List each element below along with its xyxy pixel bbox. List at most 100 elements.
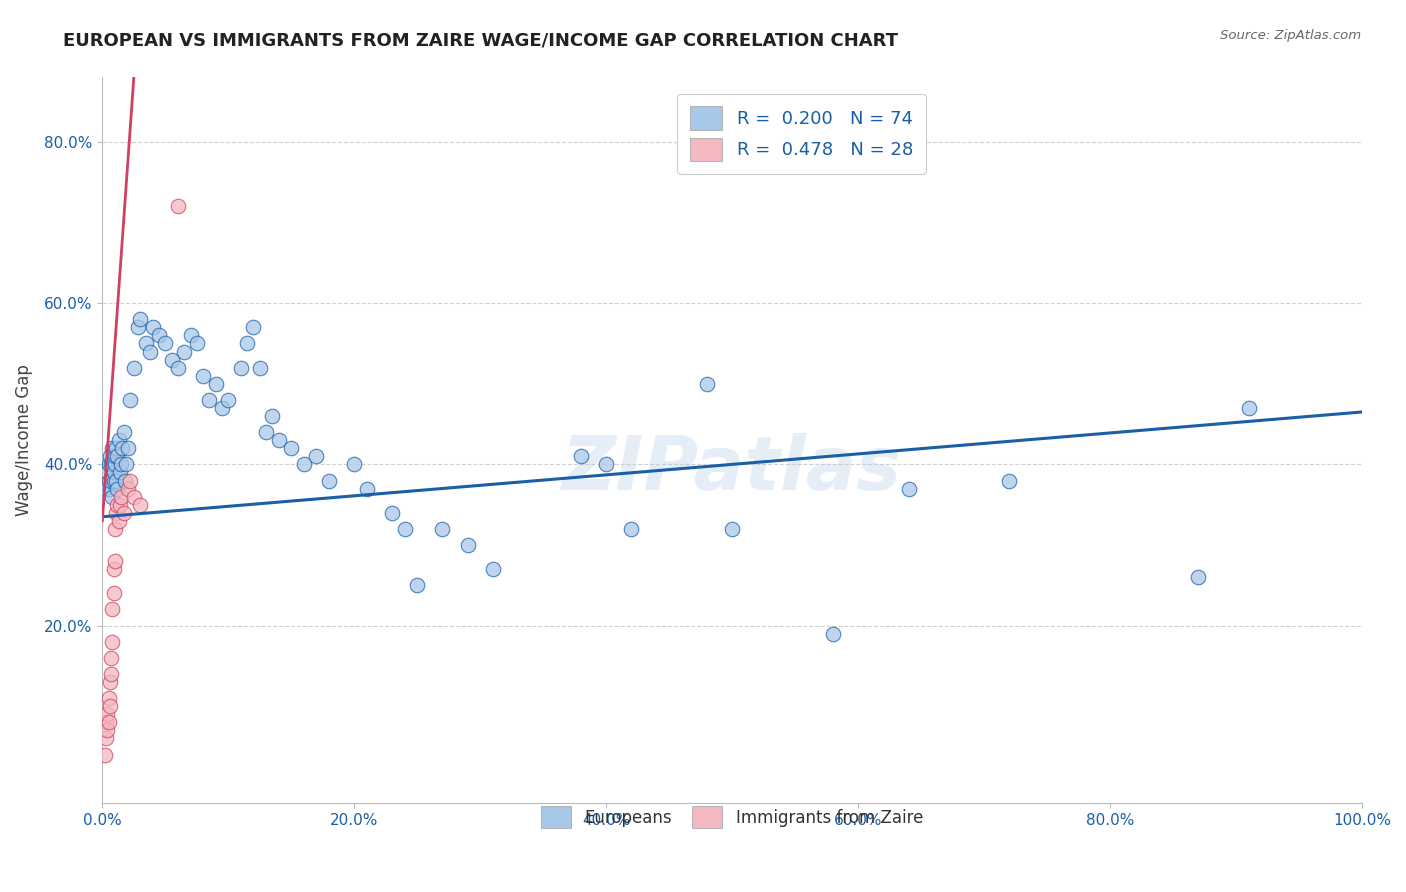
Point: [242, 320, 264, 334]
Point: [406, 578, 429, 592]
Point: [101, 602, 124, 616]
Point: [112, 425, 135, 439]
Point: [249, 360, 271, 375]
Point: [482, 562, 505, 576]
Point: [198, 392, 221, 407]
Point: [432, 522, 454, 536]
Point: [98, 482, 121, 496]
Point: [262, 409, 284, 423]
Point: [111, 442, 134, 456]
Point: [97, 691, 120, 706]
Point: [118, 392, 141, 407]
Point: [356, 482, 378, 496]
Point: [98, 450, 121, 464]
Point: [229, 360, 252, 375]
Point: [107, 482, 129, 496]
Point: [97, 474, 120, 488]
Point: [569, 450, 592, 464]
Point: [108, 498, 131, 512]
Point: [236, 336, 259, 351]
Point: [104, 522, 127, 536]
Point: [104, 554, 127, 568]
Point: [103, 474, 125, 488]
Point: [96, 723, 118, 738]
Point: [267, 433, 290, 447]
Text: ZIPatlas: ZIPatlas: [562, 433, 903, 506]
Point: [897, 482, 920, 496]
Point: [821, 626, 844, 640]
Point: [155, 336, 177, 351]
Point: [118, 474, 141, 488]
Point: [191, 368, 214, 383]
Point: [104, 458, 127, 472]
Point: [280, 442, 302, 456]
Point: [142, 320, 165, 334]
Text: Source: ZipAtlas.com: Source: ZipAtlas.com: [1220, 29, 1361, 42]
Point: [115, 458, 138, 472]
Point: [100, 474, 122, 488]
Point: [1237, 401, 1260, 415]
Point: [103, 586, 125, 600]
Point: [129, 498, 152, 512]
Point: [103, 562, 125, 576]
Point: [117, 442, 139, 456]
Point: [117, 482, 139, 496]
Point: [292, 458, 315, 472]
Point: [97, 458, 120, 472]
Point: [100, 667, 122, 681]
Point: [96, 707, 118, 722]
Point: [100, 651, 122, 665]
Point: [112, 506, 135, 520]
Point: [107, 433, 129, 447]
Point: [103, 466, 125, 480]
Point: [110, 490, 132, 504]
Point: [186, 336, 208, 351]
Point: [108, 466, 131, 480]
Y-axis label: Wage/Income Gap: Wage/Income Gap: [15, 364, 32, 516]
Legend: Europeans, Immigrants from Zaire: Europeans, Immigrants from Zaire: [534, 800, 929, 835]
Text: EUROPEAN VS IMMIGRANTS FROM ZAIRE WAGE/INCOME GAP CORRELATION CHART: EUROPEAN VS IMMIGRANTS FROM ZAIRE WAGE/I…: [63, 31, 898, 49]
Point: [94, 482, 117, 496]
Point: [107, 498, 129, 512]
Point: [94, 715, 117, 730]
Point: [122, 360, 145, 375]
Point: [105, 442, 128, 456]
Point: [696, 376, 718, 391]
Point: [381, 506, 404, 520]
Point: [101, 634, 124, 648]
Point: [179, 328, 201, 343]
Point: [595, 458, 617, 472]
Point: [110, 458, 132, 472]
Point: [104, 450, 127, 464]
Point: [122, 490, 145, 504]
Point: [204, 376, 226, 391]
Point: [1187, 570, 1209, 584]
Point: [305, 450, 328, 464]
Point: [94, 731, 117, 746]
Point: [217, 392, 239, 407]
Point: [457, 538, 479, 552]
Point: [100, 458, 122, 472]
Point: [129, 312, 152, 326]
Point: [343, 458, 366, 472]
Point: [148, 328, 170, 343]
Point: [97, 715, 120, 730]
Point: [167, 199, 190, 213]
Point: [394, 522, 416, 536]
Point: [160, 352, 183, 367]
Point: [107, 514, 129, 528]
Point: [127, 320, 149, 334]
Point: [139, 344, 162, 359]
Point: [211, 401, 233, 415]
Point: [101, 490, 124, 504]
Point: [105, 506, 128, 520]
Point: [135, 336, 157, 351]
Point: [998, 474, 1021, 488]
Point: [101, 442, 124, 456]
Point: [96, 466, 118, 480]
Point: [167, 360, 190, 375]
Point: [173, 344, 195, 359]
Point: [114, 474, 136, 488]
Point: [98, 675, 121, 690]
Point: [98, 699, 121, 714]
